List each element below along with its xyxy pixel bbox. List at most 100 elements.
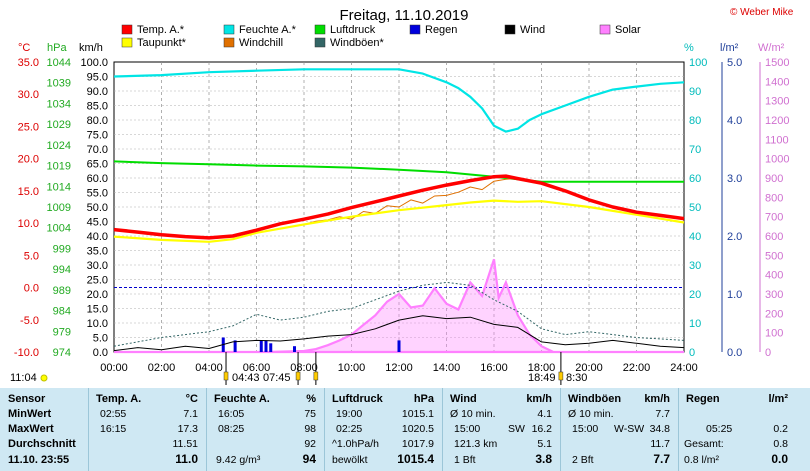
sun-marker [313,371,319,381]
temp-tick-label: 30.0 [18,89,39,101]
gust-max-dir: W-SW [614,423,645,435]
solar-tick-label: 0 [765,347,771,359]
press-tick-label: 1024 [47,140,71,152]
rain-total-label: Gesamt: [684,438,724,450]
wind-tick-label: 50.0 [87,202,108,214]
legend-label: Wind [520,24,545,36]
wind-avg: 5.1 [537,438,552,450]
gust-avg: 11.7 [650,438,670,450]
rain-tick-label: 3.0 [727,173,742,185]
stats-col-rain: Regen l/m² 05:25 0.2 Gesamt: 0.8 0.8 l/m… [678,388,796,471]
press-tick-label: 1004 [47,223,71,235]
hum-min: 75 [304,408,316,420]
x-tick-label: 18:00 [528,362,556,374]
x-tick-label: 14:00 [433,362,461,374]
temp-tick-label: -5.0 [20,315,39,327]
rain-bar [233,340,237,352]
temp-unit: °C [185,393,198,405]
chart-axes: 00:00 02:00 04:00 06:00 08:00 10:00 12:00 14:00… [10,7,794,385]
legend-swatch [599,24,611,35]
press-tick-label: 974 [53,347,71,359]
solar-tick-label: 800 [765,192,783,204]
x-tick-label: 22:00 [623,362,651,374]
copyright-label: © Weber Mike [730,7,794,18]
sun-marker [223,371,229,381]
rain-bar [397,340,401,352]
series-temp-a [113,174,685,240]
sun-marker-label: 04:43 [232,372,260,384]
press-max-time: 02:25 [336,423,363,435]
wind-tick-label: 10.0 [87,318,108,330]
x-tick-label: 10:00 [338,362,366,374]
statistics-table: Sensor MinWert MaxWert Durchschnitt 11.1… [0,388,810,471]
press-tick-label: 999 [53,243,71,255]
stats-label-sensor: Sensor [8,393,46,405]
temp-max-time: 16:15 [100,423,127,435]
hum-avg: 92 [304,438,316,450]
x-tick-label: 12:00 [385,362,413,374]
stats-row-labels: Sensor MinWert MaxWert Durchschnitt 11.1… [0,388,88,471]
sun-marker-label: 07:45 [263,372,291,384]
wind-tick-label: 55.0 [87,188,108,200]
chart-series [113,68,685,354]
solar-tick-label: 700 [765,212,783,224]
rain-tick-label: 5.0 [727,57,742,69]
press-tick-label: 994 [53,264,71,276]
wind-bft: 1 Bft [454,454,476,466]
temp-tick-label: 35.0 [18,57,39,69]
temp-tick-label: 10.0 [18,218,39,230]
sun-marker [295,371,301,381]
legend-label: Taupunkt* [137,37,187,49]
temp-tick-label: 0.0 [24,283,39,295]
sun-left-label: 11:04 [10,372,37,384]
sun-left-dot [40,374,48,382]
stats-col-wind: Wind km/h Ø 10 min. 4.1 15:00 SW 16.2 12… [442,388,560,471]
legend-swatch [223,24,235,35]
solar-tick-label: 1500 [765,57,789,69]
solar-tick-label: 1200 [765,115,789,127]
wind-tick-label: 65.0 [87,159,108,171]
temp-tick-label: 15.0 [18,186,39,198]
press-current: 1015.4 [397,452,434,466]
legend-label: Windchill [239,37,283,49]
legend-swatch [121,37,133,48]
wind-tick-label: 75.0 [87,130,108,142]
x-tick-label: 06:00 [243,362,271,374]
temp-tick-label: 5.0 [24,250,39,262]
temp-avg: 11.51 [172,438,199,450]
series-solar [114,258,684,354]
chart-legend: Temp. A.* Feuchte A.* Luftdruck Regen Wind So… [121,24,641,49]
x-tick-label: 00:00 [100,362,128,374]
series-feuchte-a [113,68,685,133]
wind-tick-label: 25.0 [87,275,108,287]
stats-col-temp: Temp. A. °C 02:55 7.1 16:15 17.3 11.51 1… [88,388,206,471]
gust-header: Windböen [568,393,622,405]
hum-unit-label: % [684,42,694,54]
rain-bar [293,346,296,352]
wind-header: Wind [450,393,477,405]
rain-day: 0.8 l/m² [684,454,720,466]
legend-swatch [314,37,326,48]
wind-tick-label: 15.0 [87,304,108,316]
sun-marker-label: 8:30 [566,372,587,384]
wind-tick-label: 70.0 [87,144,108,156]
legend-label: Feuchte A.* [239,24,297,36]
press-header: Luftdruck [332,393,383,405]
press-tick-label: 1034 [47,98,71,110]
rain-header: Regen [686,393,720,405]
wind-tick-label: 30.0 [87,260,108,272]
sun-marker [558,371,564,381]
gust-min-label: Ø 10 min. [568,408,614,420]
wind-tick-label: 0.0 [93,347,108,359]
rain-bar [259,340,263,352]
stats-label-max: MaxWert [8,423,54,435]
solar-tick-label: 100 [765,328,783,340]
series-luftdruck [113,160,684,183]
wind-current: 3.8 [535,452,552,466]
wind-unit-label: km/h [79,42,103,54]
wind-tick-label: 40.0 [87,231,108,243]
series-taupunkt [113,199,685,243]
rain-current: 0.0 [771,452,788,466]
hum-tick-label: 100 [689,57,707,69]
